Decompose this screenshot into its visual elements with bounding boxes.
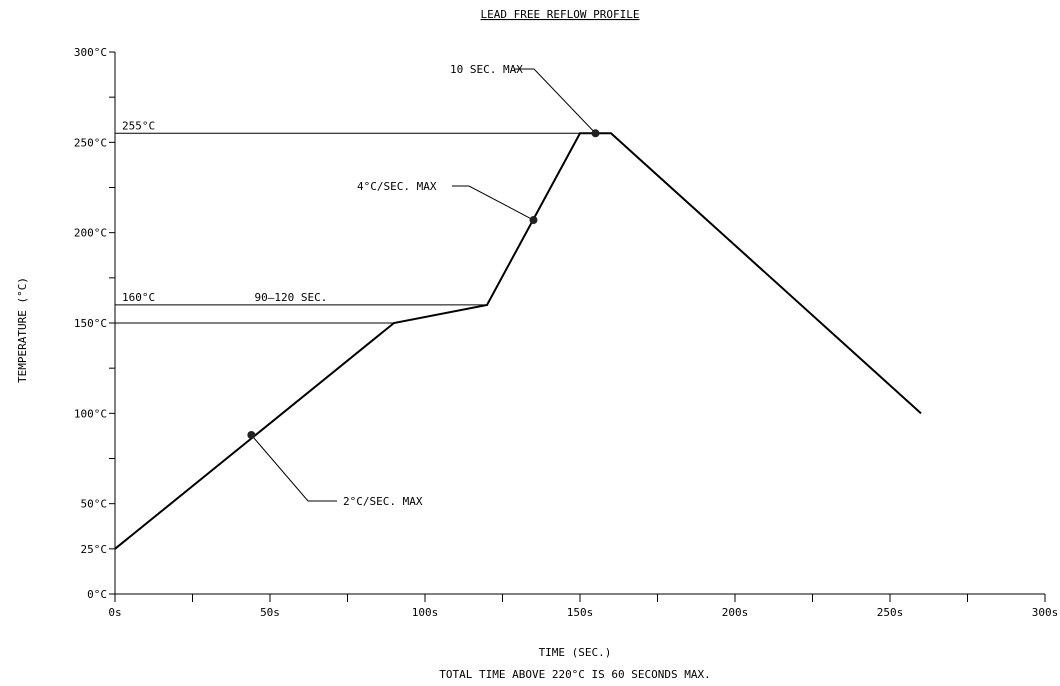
y-tick-label: 300°C	[74, 46, 107, 59]
x-tick-label: 100s	[412, 606, 439, 619]
annotation-leader	[452, 185, 534, 221]
y-tick-label: 25°C	[81, 543, 108, 556]
annotation-label: 2°C/SEC. MAX	[343, 495, 423, 508]
y-axis-label: TEMPERATURE (°C)	[16, 277, 29, 383]
annotation-leader	[251, 434, 337, 502]
reference-line-label: 160°C	[122, 291, 155, 304]
x-tick-label: 150s	[567, 606, 594, 619]
temperature-curve	[114, 132, 922, 550]
y-tick-label: 100°C	[74, 407, 107, 420]
annotation-point	[529, 216, 538, 225]
y-tick-label: 150°C	[74, 317, 107, 330]
x-axis-label: TIME (SEC.)	[539, 646, 612, 659]
annotations: 10 SEC. MAX 4°C/SEC. MAX 2°C/SEC. MAX	[247, 63, 600, 508]
y-tick-label: 250°C	[74, 136, 107, 149]
y-ticks: 0°C 25°C 50°C 100°C 150°C 200°C 250°C 300°C	[74, 46, 115, 601]
reference-lines: 255°C 160°C 90–120 SEC.	[115, 119, 580, 324]
reference-span-label: 90–120 SEC.	[255, 291, 328, 304]
annotation-point	[591, 129, 600, 138]
x-tick-label: 300s	[1032, 606, 1059, 619]
annotation-point	[247, 431, 256, 440]
x-tick-label: 50s	[260, 606, 280, 619]
footnote: TOTAL TIME ABOVE 220°C IS 60 SECONDS MAX…	[439, 668, 711, 681]
x-tick-label: 200s	[722, 606, 749, 619]
y-tick-label: 200°C	[74, 227, 107, 240]
annotation-label: 4°C/SEC. MAX	[357, 180, 437, 193]
x-tick-label: 0s	[108, 606, 121, 619]
y-tick-label: 50°C	[81, 498, 108, 511]
annotation-label: 10 SEC. MAX	[450, 63, 523, 76]
x-tick-label: 250s	[877, 606, 904, 619]
x-ticks: 0s 50s 100s 150s 200s 250s 300s	[108, 594, 1058, 619]
reference-line-label: 255°C	[122, 119, 155, 132]
annotation-leader	[514, 68, 596, 134]
y-tick-label: 0°C	[87, 588, 107, 601]
chart-title: LEAD FREE REFLOW PROFILE	[481, 8, 640, 21]
